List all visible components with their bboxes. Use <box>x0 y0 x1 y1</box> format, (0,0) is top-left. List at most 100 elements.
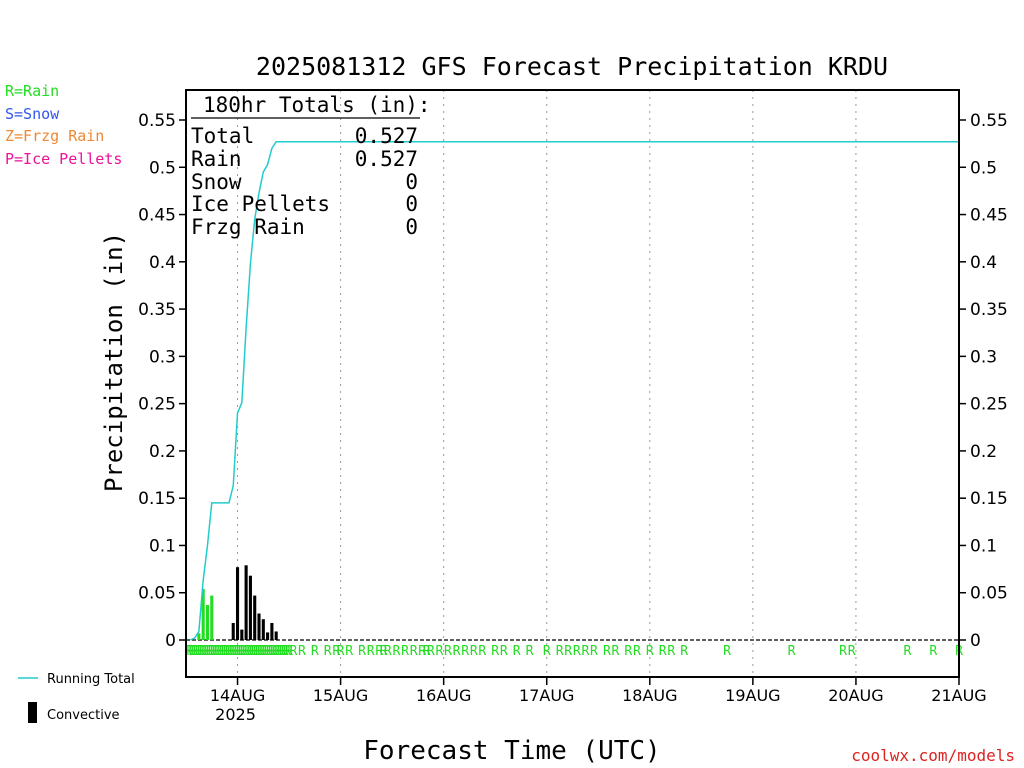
y-tick-label-right-6: 0.3 <box>970 347 997 367</box>
type-mark-82: R <box>603 644 611 659</box>
y-tick-label-left-9: 0.45 <box>138 206 176 226</box>
type-mark-33: R <box>255 644 263 659</box>
chart-title: 2025081312 GFS Forecast Precipitation KR… <box>256 52 888 81</box>
type-mark-65: R <box>427 644 435 659</box>
type-mark-63: R <box>418 644 426 659</box>
y-tick-label-left-0: 0 <box>165 631 176 651</box>
type-mark-30: R <box>249 644 257 659</box>
y-tick-label-right-1: 0.05 <box>970 584 1008 604</box>
type-mark-13: R <box>212 644 220 659</box>
type-mark-74: R <box>513 644 521 659</box>
totals-header: 180hr Totals (in): <box>203 93 431 117</box>
type-mark-56: R <box>367 644 375 659</box>
y-tick-label-left-2: 0.1 <box>149 536 176 556</box>
totals-label-snow: Snow <box>191 170 242 194</box>
totals-value-total: 0.527 <box>355 124 418 148</box>
type-mark-80: R <box>581 644 589 659</box>
type-mark-51: R <box>324 644 332 659</box>
type-mark-89: R <box>680 644 688 659</box>
type-mark-55: R <box>358 644 366 659</box>
type-mark-40: R <box>270 644 278 659</box>
x-gridlines <box>186 90 959 677</box>
x-tick-label-5: 19AUG <box>725 686 780 705</box>
type-mark-24: R <box>236 644 244 659</box>
bar-convective-8 <box>266 632 270 640</box>
y-tick-label-right-0: 0 <box>970 631 981 651</box>
bar-convective-4 <box>248 575 252 640</box>
type-mark-45: R <box>281 644 289 659</box>
type-mark-28: R <box>244 644 252 659</box>
type-mark-19: R <box>225 644 233 659</box>
type-mark-47: R <box>285 644 293 659</box>
type-mark-81: R <box>590 644 598 659</box>
type-mark-91: R <box>788 644 796 659</box>
type-mark-1: R <box>186 644 194 659</box>
x-tick-label-2: 16AUG <box>416 686 471 705</box>
type-mark-43: R <box>277 644 285 659</box>
x-tick-label-0: 14AUG <box>210 686 265 705</box>
y-tick-label-right-4: 0.2 <box>970 442 997 462</box>
type-mark-3: R <box>191 644 199 659</box>
legend-frzg-rain: Z=Frzg Rain <box>5 127 104 145</box>
type-mark-23: R <box>234 644 242 659</box>
totals-label-ice: Ice Pellets <box>191 192 330 216</box>
credit-text: coolwx.com/models <box>851 746 1015 765</box>
type-mark-6: R <box>197 644 205 659</box>
y-tick-label-right-5: 0.25 <box>970 395 1008 415</box>
type-mark-90: R <box>723 644 731 659</box>
y-tick-label-left-7: 0.35 <box>138 300 176 320</box>
y-ticks-left: 0 0.05 0.1 0.15 0.2 0.25 0.3 0.35 0.4 0.45 0.5 0.55 <box>138 111 186 651</box>
type-mark-26: R <box>240 644 248 659</box>
precip-bars <box>197 565 278 640</box>
type-mark-44: R <box>279 644 287 659</box>
x-tick-sublabel-0: 2025 <box>215 705 256 724</box>
legend-ice-pellets: P=Ice Pellets <box>5 150 122 168</box>
type-mark-20: R <box>227 644 235 659</box>
type-mark-38: R <box>266 644 274 659</box>
type-mark-21: R <box>229 644 237 659</box>
x-tick-label-1: 15AUG <box>313 686 368 705</box>
type-mark-37: R <box>264 644 272 659</box>
y-tick-label-left-5: 0.25 <box>138 395 176 415</box>
type-mark-70: R <box>470 644 478 659</box>
type-mark-42: R <box>274 644 282 659</box>
type-mark-4: R <box>193 644 201 659</box>
type-mark-32: R <box>253 644 261 659</box>
legend-rain: R=Rain <box>5 82 59 100</box>
type-mark-67: R <box>444 644 452 659</box>
type-mark-50: R <box>311 644 319 659</box>
x-tick-label-4: 18AUG <box>622 686 677 705</box>
totals-box: 180hr Totals (in): Total 0.527 Rain 0.52… <box>191 93 431 239</box>
bar-convective-0 <box>231 622 235 640</box>
bar-rain-0 <box>197 633 201 640</box>
type-mark-94: R <box>904 644 912 659</box>
y-tick-label-left-1: 0.05 <box>138 584 176 604</box>
bar-rain-3 <box>210 595 214 640</box>
type-mark-2: R <box>189 644 197 659</box>
x-tick-label-7: 21AUG <box>931 686 986 705</box>
y-axis-label: Precipitation (in) <box>100 232 128 492</box>
type-mark-88: R <box>667 644 675 659</box>
type-mark-36: R <box>262 644 270 659</box>
type-mark-86: R <box>646 644 654 659</box>
type-mark-15: R <box>216 644 224 659</box>
bar-convective-7 <box>261 619 265 640</box>
type-mark-22: R <box>231 644 239 659</box>
type-mark-17: R <box>221 644 229 659</box>
type-mark-71: R <box>478 644 486 659</box>
type-mark-0: R <box>184 644 192 659</box>
y-tick-label-left-10: 0.5 <box>149 158 176 178</box>
totals-label-rain: Rain <box>191 147 242 171</box>
type-mark-25: R <box>238 644 246 659</box>
totals-value-snow: 0 <box>405 170 418 194</box>
type-mark-12: R <box>210 644 218 659</box>
plot-frame <box>185 89 960 678</box>
type-mark-57: R <box>375 644 383 659</box>
bar-rain-1 <box>201 588 205 640</box>
legend-snow: S=Snow <box>5 105 60 123</box>
y-tick-label-left-11: 0.55 <box>138 111 176 131</box>
bar-convective-10 <box>274 631 278 640</box>
type-mark-41: R <box>272 644 280 659</box>
y-tick-label-left-4: 0.2 <box>149 442 176 462</box>
type-mark-85: R <box>633 644 641 659</box>
